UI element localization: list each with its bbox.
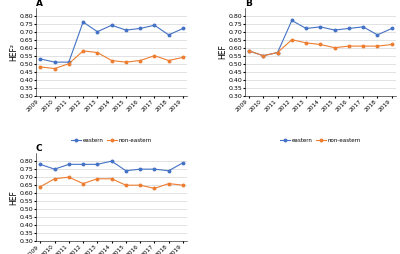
eastern	[95, 163, 100, 166]
eastern	[346, 27, 351, 30]
eastern	[124, 169, 128, 172]
non-eastern	[109, 177, 114, 180]
eastern	[332, 28, 337, 31]
non-eastern	[166, 59, 171, 62]
non-eastern	[66, 176, 71, 179]
Y-axis label: HEF²: HEF²	[9, 43, 18, 61]
non-eastern	[81, 182, 86, 185]
non-eastern	[180, 184, 185, 187]
eastern	[361, 25, 366, 28]
Text: B: B	[245, 0, 252, 8]
eastern	[318, 25, 323, 28]
non-eastern	[38, 185, 43, 188]
Legend: eastern, non-eastern: eastern, non-eastern	[278, 136, 363, 145]
non-eastern	[166, 182, 171, 185]
eastern	[261, 54, 266, 57]
non-eastern	[290, 38, 294, 41]
Text: A: A	[36, 0, 43, 8]
non-eastern	[66, 62, 71, 65]
Text: C: C	[36, 144, 43, 153]
non-eastern	[52, 177, 57, 180]
non-eastern	[180, 56, 185, 59]
Line: non-eastern: non-eastern	[39, 176, 184, 190]
eastern	[152, 168, 157, 171]
non-eastern	[304, 41, 308, 44]
eastern	[166, 169, 171, 172]
eastern	[152, 24, 157, 27]
Line: eastern: eastern	[39, 21, 184, 64]
non-eastern	[261, 54, 266, 57]
eastern	[304, 27, 308, 30]
eastern	[109, 24, 114, 27]
eastern	[124, 28, 128, 31]
non-eastern	[124, 184, 128, 187]
non-eastern	[52, 67, 57, 70]
non-eastern	[361, 44, 366, 47]
Y-axis label: HEF: HEF	[218, 44, 227, 59]
non-eastern	[275, 51, 280, 54]
non-eastern	[389, 43, 394, 46]
eastern	[109, 160, 114, 163]
eastern	[166, 33, 171, 36]
eastern	[375, 33, 380, 36]
non-eastern	[38, 66, 43, 69]
eastern	[247, 49, 252, 52]
non-eastern	[152, 187, 157, 190]
non-eastern	[95, 177, 100, 180]
Line: eastern: eastern	[39, 160, 184, 172]
Line: non-eastern: non-eastern	[248, 38, 393, 57]
eastern	[66, 163, 71, 166]
eastern	[81, 21, 86, 24]
non-eastern	[109, 59, 114, 62]
eastern	[180, 161, 185, 164]
non-eastern	[124, 61, 128, 64]
eastern	[389, 27, 394, 30]
non-eastern	[152, 54, 157, 57]
Line: non-eastern: non-eastern	[39, 50, 184, 70]
non-eastern	[318, 43, 323, 46]
eastern	[52, 61, 57, 64]
Line: eastern: eastern	[248, 19, 393, 57]
eastern	[66, 61, 71, 64]
eastern	[38, 57, 43, 60]
non-eastern	[95, 51, 100, 54]
eastern	[290, 19, 294, 22]
non-eastern	[247, 49, 252, 52]
eastern	[38, 163, 43, 166]
non-eastern	[138, 184, 142, 187]
non-eastern	[332, 46, 337, 49]
eastern	[95, 30, 100, 33]
eastern	[52, 168, 57, 171]
non-eastern	[81, 49, 86, 52]
eastern	[138, 168, 142, 171]
Legend: eastern, non-eastern: eastern, non-eastern	[69, 136, 154, 145]
eastern	[180, 27, 185, 30]
eastern	[81, 163, 86, 166]
non-eastern	[138, 59, 142, 62]
Y-axis label: HEF: HEF	[9, 190, 18, 205]
eastern	[138, 27, 142, 30]
non-eastern	[346, 44, 351, 47]
non-eastern	[375, 44, 380, 47]
eastern	[275, 51, 280, 54]
